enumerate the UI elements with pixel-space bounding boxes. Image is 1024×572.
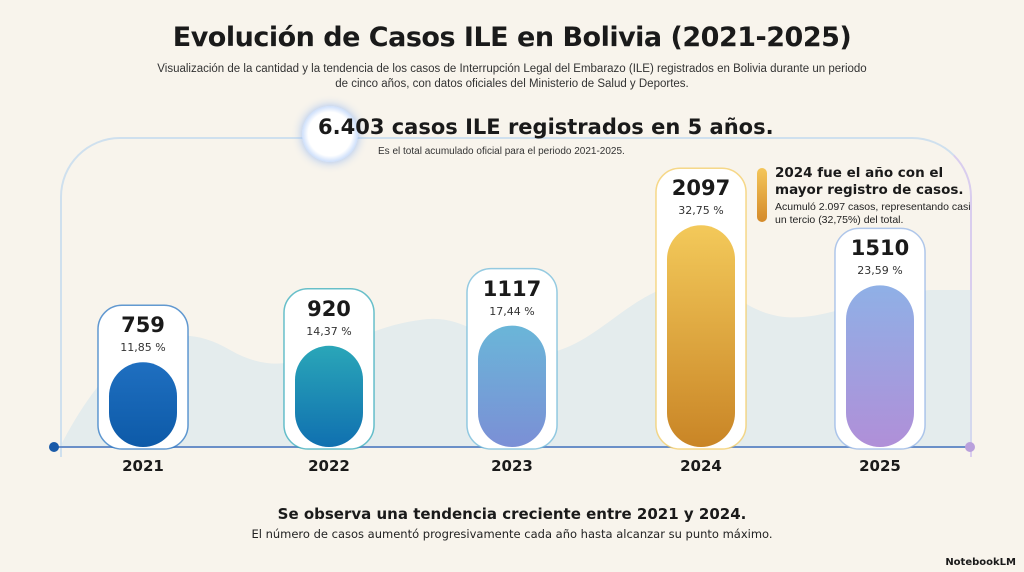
value-label-2022: 920 bbox=[307, 296, 351, 321]
bar-2022 bbox=[295, 345, 363, 447]
axis-end-dot bbox=[965, 442, 975, 452]
page-title: Evolución de Casos ILE en Bolivia (2021-… bbox=[172, 22, 852, 53]
percent-label-2024: 32,75 % bbox=[678, 204, 724, 218]
year-label-2021: 2021 bbox=[122, 457, 164, 475]
year-label-2025: 2025 bbox=[859, 457, 901, 475]
conclusion-text: El número de casos aumentó progresivamen… bbox=[251, 527, 773, 541]
total-subtitle: Es el total acumulado oficial para el pe… bbox=[378, 146, 625, 157]
year-label-2024: 2024 bbox=[680, 457, 722, 475]
percent-label-2021: 11,85 % bbox=[120, 341, 166, 355]
value-label-2024: 2097 bbox=[671, 176, 731, 201]
highlight-text: Acumuló 2.097 casos, representando casi … bbox=[775, 201, 971, 226]
conclusion-title: Se observa una tendencia creciente entre… bbox=[277, 505, 747, 523]
year-label-2022: 2022 bbox=[308, 457, 350, 475]
value-label-2021: 759 bbox=[121, 313, 165, 338]
page-subtitle: Visualización de la cantidad y la tenden… bbox=[157, 63, 867, 90]
highlight-marker-icon bbox=[757, 168, 767, 222]
value-label-2025: 1510 bbox=[850, 236, 910, 261]
brand-label: NotebookLM bbox=[945, 557, 1016, 568]
year-label-2023: 2023 bbox=[491, 457, 533, 475]
percent-label-2022: 14,37 % bbox=[306, 324, 352, 338]
total-circle-icon bbox=[302, 106, 358, 162]
bar-2023 bbox=[478, 325, 546, 447]
bar-2021 bbox=[109, 362, 177, 447]
percent-label-2025: 23,59 % bbox=[857, 264, 903, 278]
percent-label-2023: 17,44 % bbox=[489, 304, 535, 318]
total-cases: 6.403 casos ILE registrados en 5 años. bbox=[318, 115, 774, 139]
highlight-title: 2024 fue el año con el mayor registro de… bbox=[775, 165, 964, 198]
value-label-2023: 1117 bbox=[482, 276, 542, 301]
bar-2025 bbox=[846, 285, 914, 447]
axis-start-dot bbox=[49, 442, 59, 452]
bar-2024 bbox=[667, 225, 735, 447]
